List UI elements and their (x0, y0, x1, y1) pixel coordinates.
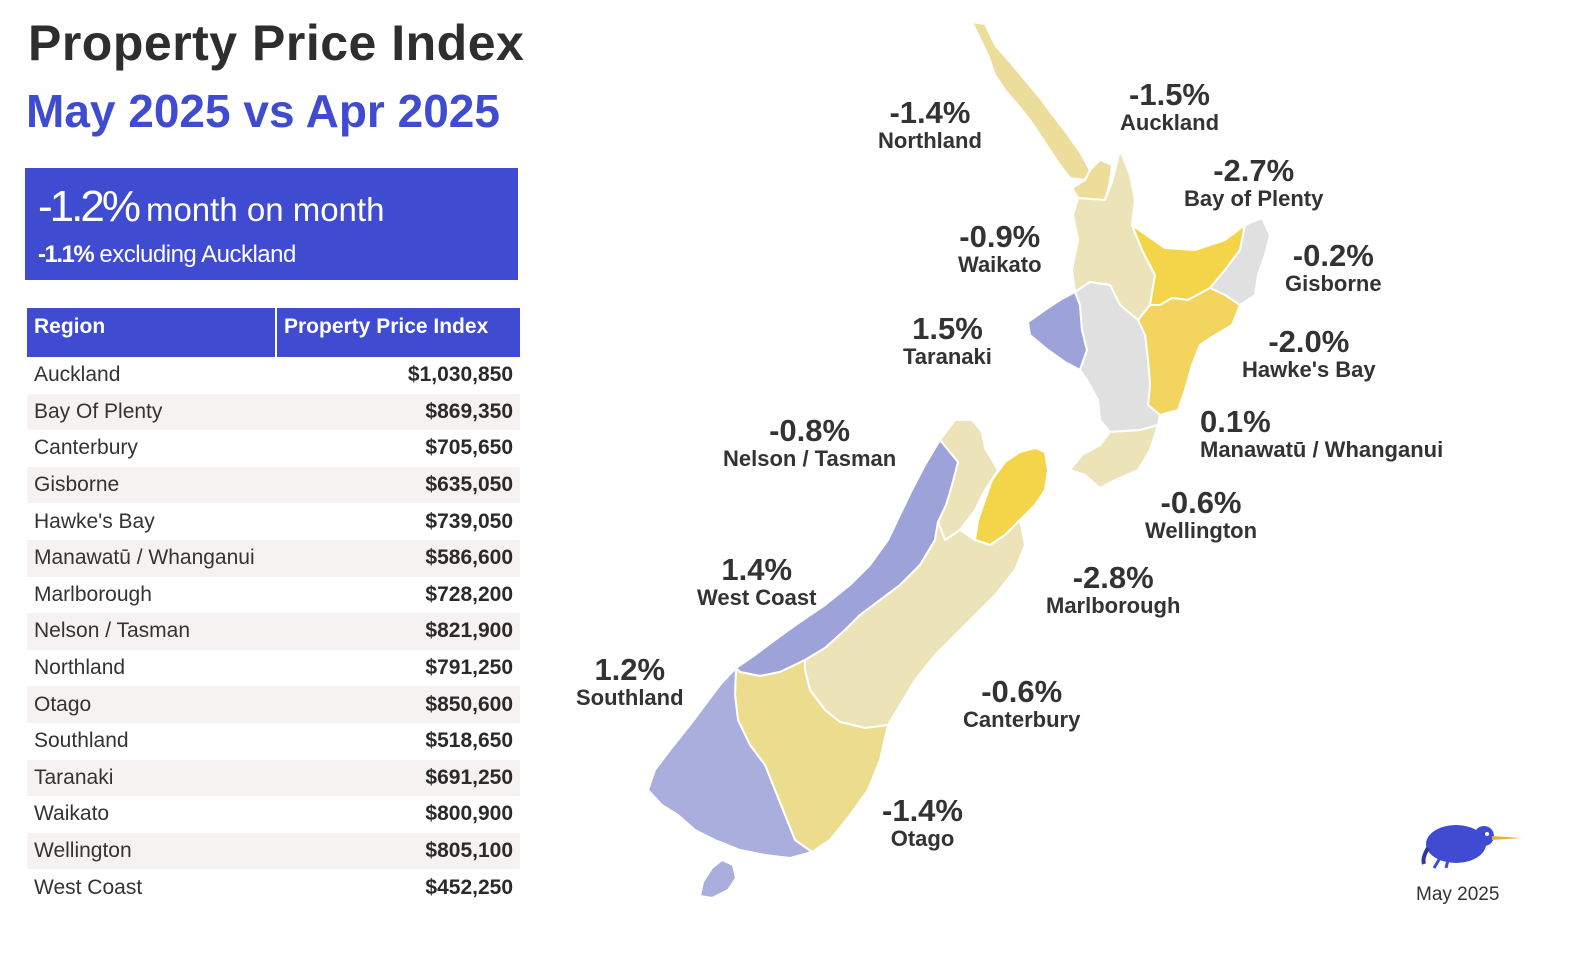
map-label-southland: 1.2% Southland (576, 652, 684, 710)
region-name: Auckland (34, 363, 121, 387)
map-label-nelson-tasman: -0.8% Nelson / Tasman (723, 413, 897, 471)
map-label-northland: -1.4% Northland (878, 95, 982, 153)
table-row: Otago $850,600 (27, 686, 520, 723)
region-wellington (1069, 424, 1159, 489)
region-canterbury (804, 519, 1026, 729)
region-southland (647, 667, 813, 859)
region-stewart-island (699, 859, 737, 899)
region-price: $850,600 (276, 686, 520, 723)
table-row: Canterbury $705,650 (27, 430, 520, 467)
summary-excl-pct: -1.1% (38, 241, 95, 268)
summary-excl-label: excluding Auckland (99, 241, 296, 268)
map-label-hawkes-bay: -2.0% Hawke's Bay (1242, 324, 1376, 382)
region-name: Bay Of Plenty (27, 393, 276, 431)
summary-excl-auckland: -1.1% excluding Auckland (38, 241, 296, 269)
table-row: Taranaki $691,250 (27, 759, 520, 797)
region-name: Northland (34, 656, 126, 680)
region-name: Nelson / Tasman (27, 613, 276, 650)
map-label-canterbury: -0.6% Canterbury (963, 674, 1081, 732)
region-name: Waikato (34, 802, 110, 826)
summary-box: -1.2% month on month -1.1% excluding Auck… (25, 168, 518, 280)
table-row: Auckland $1,030,850 (27, 357, 520, 394)
map-label-wellington: -0.6% Wellington (1145, 485, 1258, 543)
region-northland (971, 21, 1091, 181)
region-name: Southland (34, 729, 129, 753)
kiwi-bird-icon (1421, 825, 1522, 869)
region-price: $586,600 (276, 539, 520, 577)
map-label-marlborough: -2.8% Marlborough (1046, 560, 1181, 618)
region-name: Otago (27, 686, 276, 723)
table-header-index: Property Price Index (275, 308, 520, 357)
table-row: Hawke's Bay $739,050 (27, 503, 520, 540)
table-row: Manawatū / Whanganui $586,600 (27, 539, 520, 577)
table-row: Wellington $805,100 (27, 832, 520, 870)
region-gisborne (1209, 217, 1271, 306)
region-price: $691,250 (276, 759, 520, 797)
map-label-taranaki: 1.5% Taranaki (903, 311, 992, 369)
map-label-bay-of-plenty: -2.7% Bay of Plenty (1184, 153, 1324, 211)
region-hawkes-bay (1137, 287, 1241, 416)
region-price: $518,650 (425, 729, 513, 753)
region-name: Hawke's Bay (34, 509, 155, 533)
summary-headline: -1.2% month on month (38, 182, 384, 232)
table-row: Northland $791,250 (27, 650, 520, 687)
region-name: West Coast (34, 875, 143, 899)
table-row: Marlborough $728,200 (27, 577, 520, 614)
region-name: Taranaki (27, 759, 276, 797)
region-price: $869,350 (276, 393, 520, 431)
region-price: $739,050 (425, 509, 513, 533)
table-row: Waikato $800,900 (27, 796, 520, 833)
region-price: $705,650 (425, 436, 513, 460)
region-name: Canterbury (34, 436, 138, 460)
region-price: $800,900 (425, 802, 513, 826)
map-label-manawatu-whanganui: 0.1% Manawatū / Whanganui (1200, 404, 1444, 462)
region-taranaki (1027, 291, 1088, 371)
footer-date: May 2025 (1416, 884, 1500, 905)
region-name: Marlborough (34, 582, 152, 606)
region-price: $728,200 (425, 582, 513, 606)
table-header-region: Region (27, 308, 276, 357)
map-label-gisborne: -0.2% Gisborne (1285, 238, 1382, 296)
map-label-otago: -1.4% Otago (882, 793, 963, 851)
price-index-table: Region Property Price Index Auckland $1,0… (27, 308, 520, 906)
region-price: $805,100 (276, 832, 520, 870)
table-row: Nelson / Tasman $821,900 (27, 613, 520, 650)
region-price: $635,050 (276, 466, 520, 504)
region-price: $791,250 (425, 656, 513, 680)
summary-change-label: month on month (145, 191, 385, 228)
region-price: $821,900 (276, 613, 520, 650)
region-name: Manawatū / Whanganui (27, 539, 276, 577)
region-name: Gisborne (27, 466, 276, 504)
table-row: Southland $518,650 (27, 723, 520, 760)
region-price: $452,250 (425, 875, 513, 899)
map-label-waikato: -0.9% Waikato (958, 219, 1042, 277)
nz-region-map (647, 21, 1271, 899)
summary-change-pct: -1.2% (38, 182, 141, 231)
page-subtitle: May 2025 vs Apr 2025 (26, 85, 500, 137)
table-row: Bay Of Plenty $869,350 (27, 393, 520, 431)
map-label-west-coast: 1.4% West Coast (697, 552, 817, 610)
table-row: Gisborne $635,050 (27, 466, 520, 504)
page-title: Property Price Index (28, 15, 525, 71)
table-row: West Coast $452,250 (27, 869, 520, 906)
table-header-row: Region Property Price Index (27, 308, 520, 357)
region-price: $1,030,850 (407, 363, 513, 387)
map-label-auckland: -1.5% Auckland (1120, 77, 1220, 135)
region-name: Wellington (27, 832, 276, 870)
